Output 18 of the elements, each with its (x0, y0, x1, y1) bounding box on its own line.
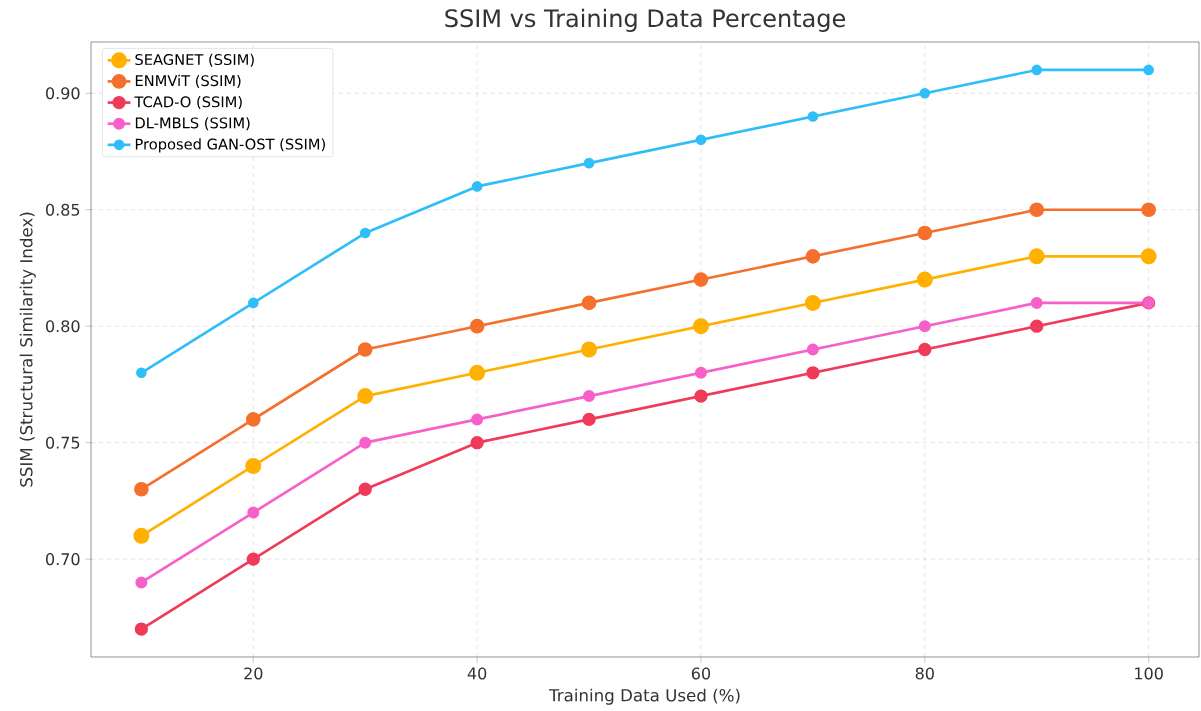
x-tick-label: 60 (691, 667, 711, 680)
x-tick-label: 20 (244, 667, 263, 680)
legend-label: SEAGNET (SSIM) (135, 53, 254, 67)
x-tick-label: 40 (467, 667, 487, 680)
legend-label: ENMViT (SSIM) (135, 74, 241, 88)
y-tick-label: 0.70 (46, 553, 80, 566)
y-tick-label: 0.80 (46, 320, 80, 333)
y-axis-title: SSIM (Structural Similarity Index) (19, 212, 36, 487)
y-tick-label: 0.90 (46, 87, 80, 100)
y-tick-label: 0.85 (46, 203, 80, 216)
x-axis-title: Training Data Used (%) (548, 688, 740, 705)
legend-label: DL-MBLS (SSIM) (135, 117, 250, 131)
y-tick-label: 0.75 (46, 436, 80, 449)
x-tick-label: 80 (915, 667, 934, 680)
legend-label: Proposed GAN-OST (SSIM) (135, 138, 325, 153)
chart-title: SSIM vs Training Data Percentage (445, 8, 846, 32)
legend-label: TCAD-O (SSIM) (134, 96, 242, 110)
x-tick-label: 100 (1135, 667, 1163, 680)
